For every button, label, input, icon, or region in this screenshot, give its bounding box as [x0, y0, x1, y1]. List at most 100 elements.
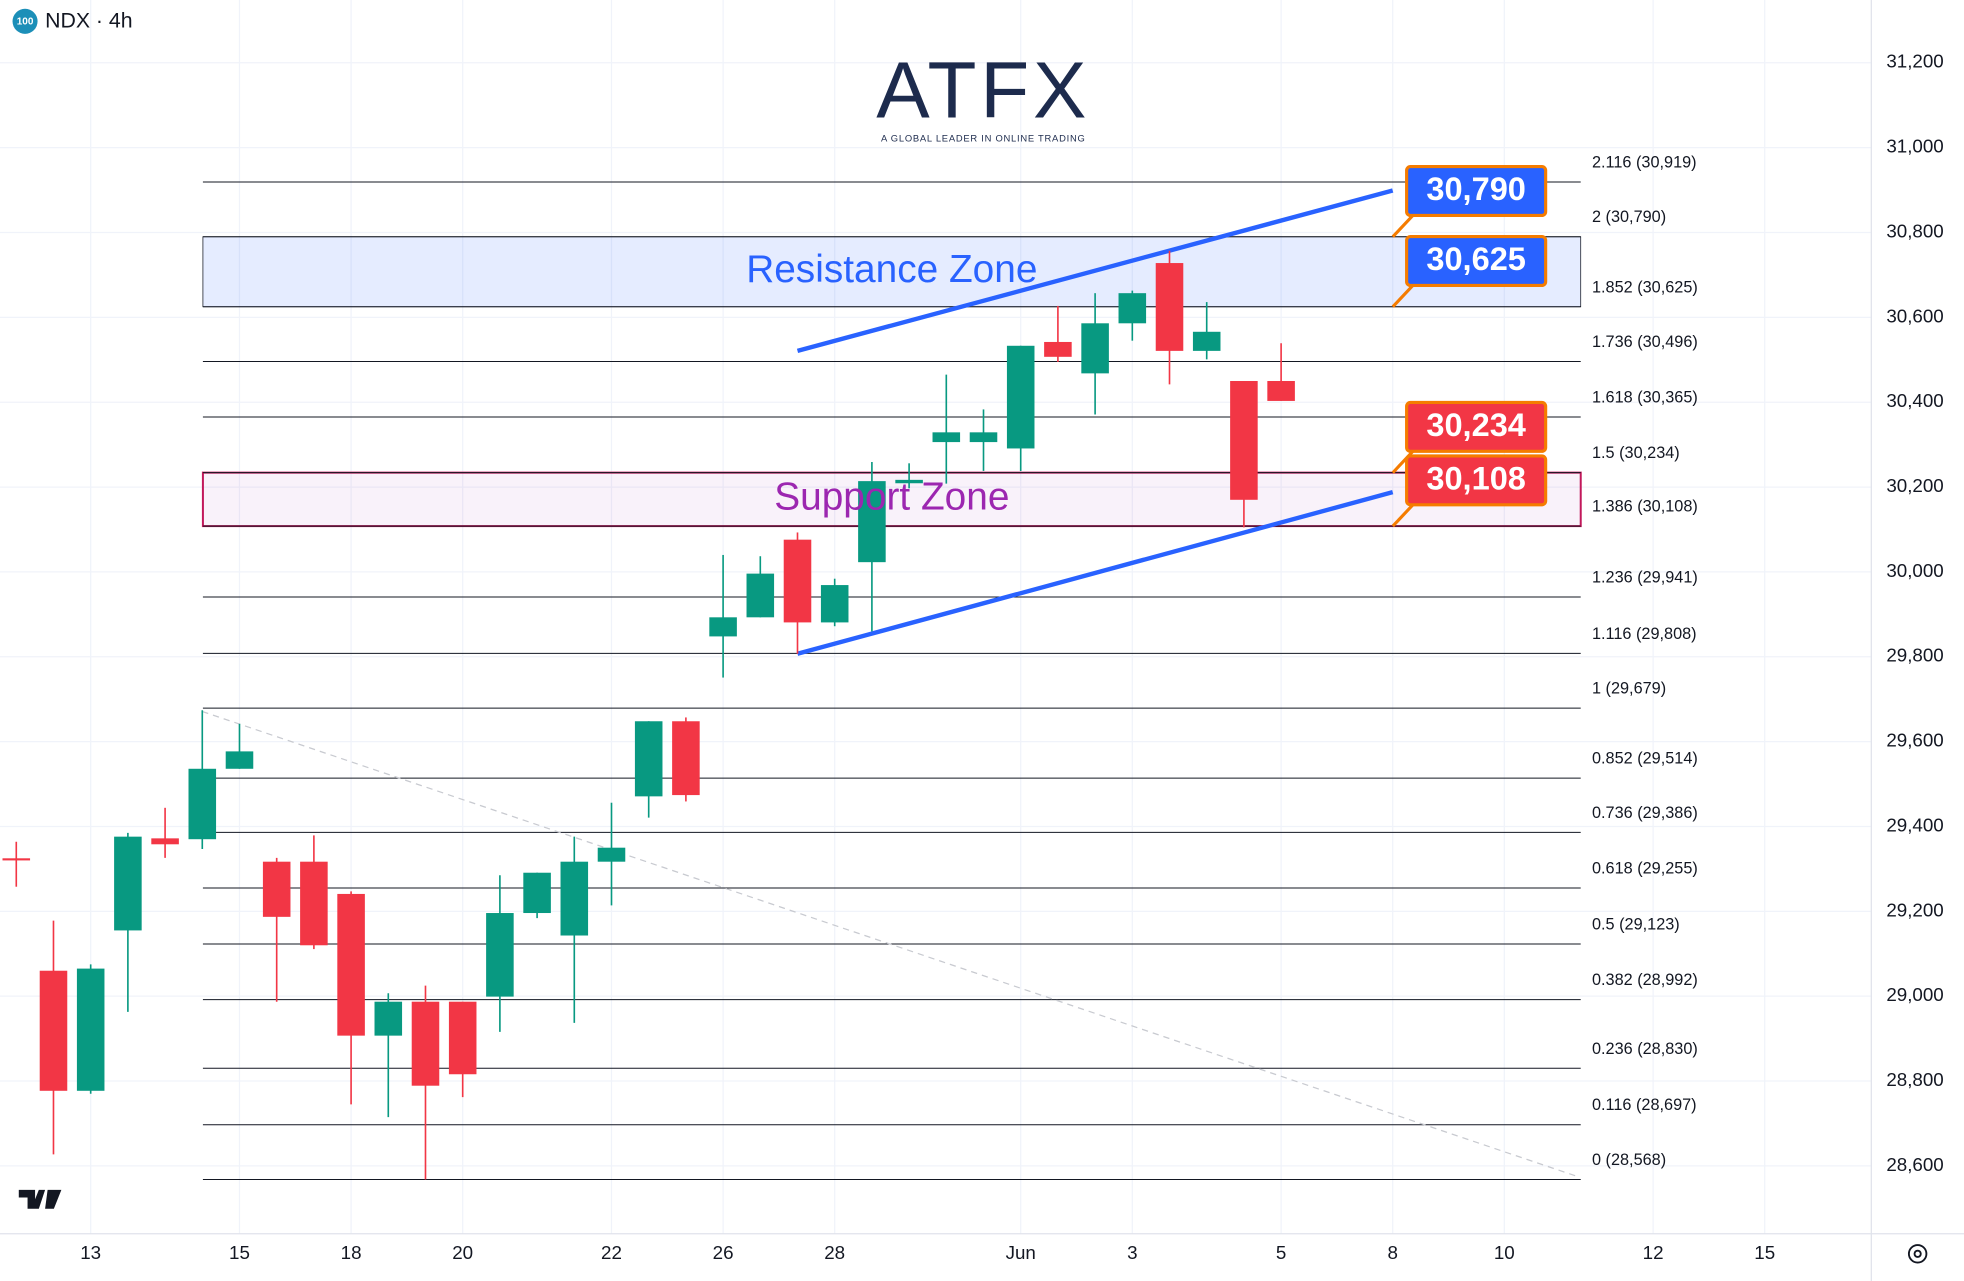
- x-tick-label: 10: [1494, 1242, 1515, 1263]
- callout-label: 30,234: [1426, 407, 1526, 443]
- candle-body: [1230, 380, 1258, 500]
- callout-pointer: [1391, 214, 1415, 238]
- candle-body: [1118, 293, 1147, 324]
- y-tick-label: 29,200: [1886, 899, 1943, 920]
- fib-label: 1.5 (30,234): [1592, 444, 1680, 462]
- candle-body: [597, 847, 626, 862]
- x-tick-label: 15: [229, 1242, 250, 1263]
- zone: [202, 236, 1582, 308]
- y-tick-label: 29,600: [1886, 730, 1943, 751]
- fib-label: 1.736 (30,496): [1592, 333, 1698, 351]
- y-tick-label: 30,600: [1886, 305, 1943, 326]
- settings-icon[interactable]: [1907, 1244, 1928, 1264]
- x-tick-label: 8: [1387, 1242, 1397, 1263]
- settings-core[interactable]: [1913, 1249, 1922, 1258]
- fib-label: 0.5 (29,123): [1592, 916, 1680, 934]
- candle-body: [709, 617, 737, 637]
- fib-label: 1 (29,679): [1592, 680, 1666, 698]
- candle-body: [262, 861, 291, 917]
- candle-body: [374, 1001, 403, 1036]
- candle-body: [672, 721, 700, 796]
- fib-label: 1.852 (30,625): [1592, 278, 1698, 296]
- settings-ring[interactable]: [1907, 1244, 1928, 1264]
- x-tick-label: 3: [1127, 1242, 1137, 1263]
- candle-body: [114, 836, 142, 931]
- candle-body: [1081, 323, 1109, 374]
- x-tick-label: 20: [452, 1242, 473, 1263]
- candle-body: [858, 481, 886, 563]
- y-tick-label: 30,800: [1886, 220, 1943, 241]
- watermark-tagline: A GLOBAL LEADER IN ONLINE TRADING: [881, 133, 1086, 144]
- y-tick-label: 31,000: [1886, 136, 1943, 157]
- callout-label: 30,108: [1426, 461, 1526, 497]
- y-tick-label: 31,200: [1886, 51, 1943, 72]
- fib-label: 2 (30,790): [1592, 208, 1666, 226]
- candle-body: [932, 432, 961, 443]
- tradingview-logo: [18, 1189, 62, 1209]
- trendline: [796, 490, 1394, 656]
- grid: [0, 0, 1872, 1234]
- trendline: [202, 710, 1579, 1178]
- x-tick-label: 26: [713, 1242, 734, 1263]
- fib-label: 2.116 (30,919): [1592, 154, 1697, 172]
- candle-body: [1155, 263, 1184, 351]
- zone: [201, 471, 1582, 528]
- fib-label: 0.736 (29,386): [1592, 804, 1698, 822]
- candle-body: [783, 539, 812, 623]
- candle-body: [1267, 380, 1295, 401]
- y-tick-label: 30,000: [1886, 560, 1943, 581]
- candle-body: [188, 768, 217, 840]
- candle-body: [746, 573, 775, 618]
- fib-label: 0 (28,568): [1592, 1151, 1666, 1169]
- x-tick-label: 18: [341, 1242, 362, 1263]
- y-tick-label: 29,400: [1886, 814, 1943, 835]
- x-tick-label: Jun: [1006, 1242, 1036, 1263]
- candle-body: [523, 872, 551, 914]
- symbol-badge: [12, 8, 38, 34]
- candle-body: [448, 1001, 477, 1075]
- callout-pointer: [1391, 284, 1415, 308]
- callout-box: [1405, 165, 1548, 218]
- candle-body: [486, 913, 514, 997]
- fib-label: 0.116 (28,697): [1592, 1096, 1697, 1114]
- x-tick-label: 13: [80, 1242, 101, 1263]
- candle-body: [337, 893, 365, 1036]
- x-tick-label: 12: [1643, 1242, 1664, 1263]
- fib-label: 1.386 (30,108): [1592, 498, 1698, 516]
- x-tick-label: 5: [1276, 1242, 1286, 1263]
- symbol-badge-text: 100: [17, 17, 34, 28]
- fib-label: 0.618 (29,255): [1592, 860, 1698, 878]
- callout-label: 30,790: [1426, 171, 1526, 207]
- zone-label: Resistance Zone: [746, 248, 1037, 291]
- candle-body: [76, 968, 105, 1091]
- x-tick-label: 15: [1754, 1242, 1775, 1263]
- candle-body: [151, 838, 179, 845]
- y-tick-label: 29,800: [1886, 645, 1943, 666]
- logo-shape: [18, 1189, 62, 1209]
- callout-box: [1405, 235, 1548, 288]
- trendline: [796, 188, 1394, 353]
- fib-label: 1.236 (29,941): [1592, 568, 1698, 586]
- candle-body: [1192, 331, 1221, 351]
- fib-label: 0.852 (29,514): [1592, 750, 1698, 768]
- candle-body: [969, 432, 998, 443]
- candle-body: [225, 751, 254, 769]
- x-tick-label: 22: [601, 1242, 622, 1263]
- chart-title: NDX · 4h: [45, 9, 133, 33]
- watermark-brand: ATFX: [876, 45, 1090, 135]
- y-tick-label: 28,600: [1886, 1154, 1943, 1175]
- y-tick-label: 28,800: [1886, 1069, 1943, 1090]
- callout-box: [1405, 400, 1548, 453]
- fib-label: 1.618 (30,365): [1592, 389, 1698, 407]
- candle-body: [300, 861, 328, 946]
- callout-label: 30,625: [1426, 241, 1526, 277]
- candle-body: [1006, 345, 1035, 449]
- y-tick-label: 30,200: [1886, 475, 1943, 496]
- callout-box: [1405, 454, 1548, 507]
- candle-body: [895, 479, 923, 484]
- candle-body: [634, 721, 663, 797]
- zone-label: Support Zone: [774, 476, 1009, 519]
- y-tick-label: 30,400: [1886, 390, 1943, 411]
